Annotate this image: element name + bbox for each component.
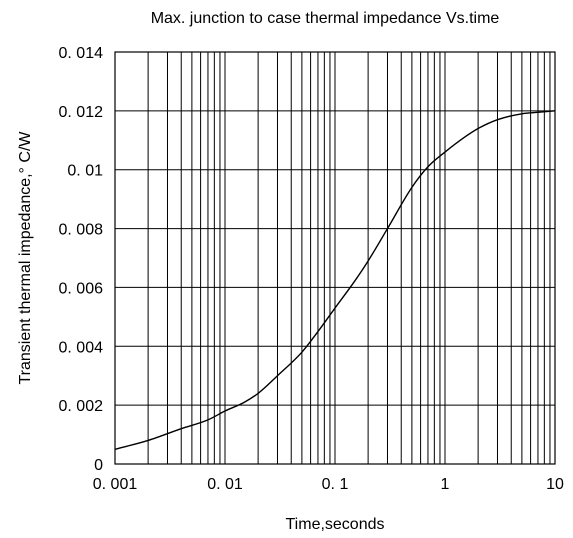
x-tick-label: 1 (441, 476, 450, 493)
x-axis-title: Time,seconds (286, 516, 385, 533)
y-axis-ticks: 0 0. 002 0. 004 0. 006 0. 008 0. 01 0. 012 0. 0… (59, 45, 104, 474)
y-tick-label: 0. 012 (59, 104, 104, 121)
x-axis-ticks: 0. 001 0. 01 0. 1 1 10 (93, 476, 564, 493)
grid (114, 51, 555, 465)
y-tick-label: 0. 006 (59, 280, 104, 297)
chart-title: Max. junction to case thermal impedance … (151, 10, 500, 27)
y-tick-label: 0 (94, 457, 103, 474)
y-tick-label: 0. 002 (59, 398, 104, 415)
x-tick-label: 0. 1 (322, 476, 349, 493)
y-axis-title: Transient thermal impedance,° C/W (17, 131, 34, 385)
y-tick-label: 0. 014 (59, 45, 104, 62)
thermal-impedance-curve (114, 110, 556, 450)
plot-frame (114, 51, 556, 465)
series-layer (114, 110, 556, 450)
y-tick-label: 0. 01 (67, 163, 103, 180)
x-tick-label: 0. 01 (207, 476, 243, 493)
x-tick-label: 10 (546, 476, 564, 493)
y-tick-label: 0. 004 (59, 339, 104, 356)
x-tick-label: 0. 001 (93, 476, 138, 493)
y-tick-label: 0. 008 (59, 222, 104, 239)
